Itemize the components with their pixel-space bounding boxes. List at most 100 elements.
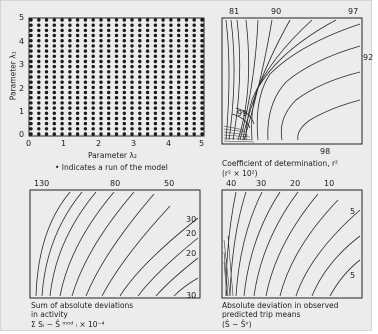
model-run-dot bbox=[44, 39, 49, 43]
model-run-dot bbox=[29, 116, 33, 121]
model-run-dot bbox=[75, 116, 80, 121]
model-run-dot bbox=[122, 80, 127, 84]
sum-abs-contour-line bbox=[49, 191, 97, 297]
model-run-dot bbox=[44, 70, 49, 74]
r2-contour-line bbox=[228, 19, 235, 141]
model-run-dot bbox=[83, 54, 88, 58]
model-run-dot bbox=[169, 75, 173, 79]
model-run-dot bbox=[192, 121, 196, 126]
model-run-dot bbox=[37, 121, 41, 126]
sum-abs-caption-line1: Sum of absolute deviations bbox=[31, 301, 134, 310]
model-run-dot bbox=[99, 116, 103, 121]
model-run-dot bbox=[169, 90, 173, 95]
model-run-dot bbox=[122, 64, 127, 69]
sum-abs-contour-line bbox=[101, 205, 171, 297]
model-run-dot bbox=[138, 70, 142, 74]
model-run-dot bbox=[83, 49, 88, 53]
model-run-dot bbox=[37, 127, 41, 131]
model-run-dot bbox=[29, 80, 33, 84]
model-run-dot bbox=[75, 70, 80, 74]
model-run-dot bbox=[83, 28, 88, 33]
model-run-dot bbox=[192, 75, 196, 79]
model-run-dot bbox=[153, 85, 158, 90]
model-run-dot bbox=[29, 23, 33, 27]
model-run-dot bbox=[107, 96, 111, 100]
model-run-dot bbox=[60, 64, 64, 69]
model-run-dot bbox=[184, 85, 189, 90]
grid-legend-text: • Indicates a run of the model bbox=[55, 163, 168, 172]
abs-dev-dense-hatching bbox=[223, 235, 234, 297]
model-run-dot bbox=[75, 75, 80, 79]
r2-contour-line bbox=[225, 19, 230, 141]
model-run-dot bbox=[75, 80, 80, 84]
model-run-dot bbox=[91, 80, 95, 84]
model-run-dot bbox=[99, 132, 103, 136]
model-run-dot bbox=[169, 111, 173, 116]
model-run-dot bbox=[75, 90, 80, 95]
model-run-dot bbox=[177, 75, 181, 79]
model-run-dot bbox=[161, 90, 165, 95]
model-run-dot bbox=[177, 64, 181, 69]
model-run-dot bbox=[192, 28, 196, 33]
model-run-dot bbox=[177, 80, 181, 84]
model-run-dot bbox=[107, 23, 111, 27]
model-run-dot bbox=[52, 18, 56, 22]
r2-caption-line2: (r² × 10²) bbox=[222, 169, 258, 178]
model-run-dot bbox=[192, 96, 196, 100]
model-run-dot bbox=[37, 90, 41, 95]
model-run-dot bbox=[145, 116, 150, 121]
model-run-dot bbox=[122, 111, 127, 116]
model-run-dot bbox=[200, 75, 204, 79]
model-run-dot bbox=[192, 132, 196, 136]
abs-dev-contour-line bbox=[253, 191, 299, 297]
model-run-dot bbox=[200, 59, 204, 64]
model-run-dot bbox=[114, 85, 119, 90]
model-run-dot bbox=[107, 44, 111, 48]
model-run-dot bbox=[161, 64, 165, 69]
model-run-dot bbox=[107, 49, 111, 53]
abs-dev-plot-frame bbox=[221, 189, 363, 299]
model-run-dot bbox=[130, 80, 134, 84]
model-run-dot bbox=[138, 44, 142, 48]
model-run-dot bbox=[169, 44, 173, 48]
model-run-dot bbox=[29, 111, 33, 116]
sum-abs-label-30-bottom: 30 bbox=[186, 291, 197, 300]
sum-abs-contour-line bbox=[119, 217, 199, 297]
model-run-dot bbox=[200, 106, 204, 110]
model-run-dot bbox=[52, 49, 56, 53]
model-run-dot bbox=[184, 116, 189, 121]
model-run-dot bbox=[60, 54, 64, 58]
sum-abs-caption-line3: Σ Sᵢ − Ŝ ᵐᵒᵈ ᵢ × 10⁻⁴ bbox=[31, 320, 105, 329]
model-run-dot bbox=[75, 106, 80, 110]
model-run-dot bbox=[177, 127, 181, 131]
model-run-dot bbox=[68, 80, 72, 84]
model-run-dot bbox=[91, 49, 95, 53]
model-run-dot bbox=[29, 33, 33, 38]
model-run-dot bbox=[161, 96, 165, 100]
model-run-dot bbox=[122, 75, 127, 79]
model-run-dot bbox=[161, 80, 165, 84]
model-run-dot bbox=[130, 106, 134, 110]
r2-contour-line bbox=[243, 19, 273, 141]
abs-dev-contour-line bbox=[229, 191, 247, 297]
model-run-dot bbox=[138, 111, 142, 116]
model-run-dot bbox=[107, 59, 111, 64]
model-run-dot bbox=[68, 90, 72, 95]
model-run-dot bbox=[91, 75, 95, 79]
model-run-dot bbox=[75, 23, 80, 27]
model-run-dot bbox=[145, 90, 150, 95]
model-run-dot bbox=[52, 111, 56, 116]
sum-abs-contour-line bbox=[85, 193, 155, 297]
model-run-dot bbox=[169, 64, 173, 69]
model-run-dot bbox=[107, 116, 111, 121]
model-run-dot bbox=[29, 18, 33, 22]
abs-dev-label-30: 30 bbox=[256, 179, 267, 188]
model-run-dot bbox=[60, 127, 64, 131]
grid-plot-frame bbox=[28, 17, 205, 137]
model-run-dot bbox=[37, 96, 41, 100]
abs-dev-contour-line bbox=[243, 191, 281, 297]
model-run-dot bbox=[114, 33, 119, 38]
model-run-dot bbox=[169, 132, 173, 136]
model-run-dot bbox=[44, 111, 49, 116]
